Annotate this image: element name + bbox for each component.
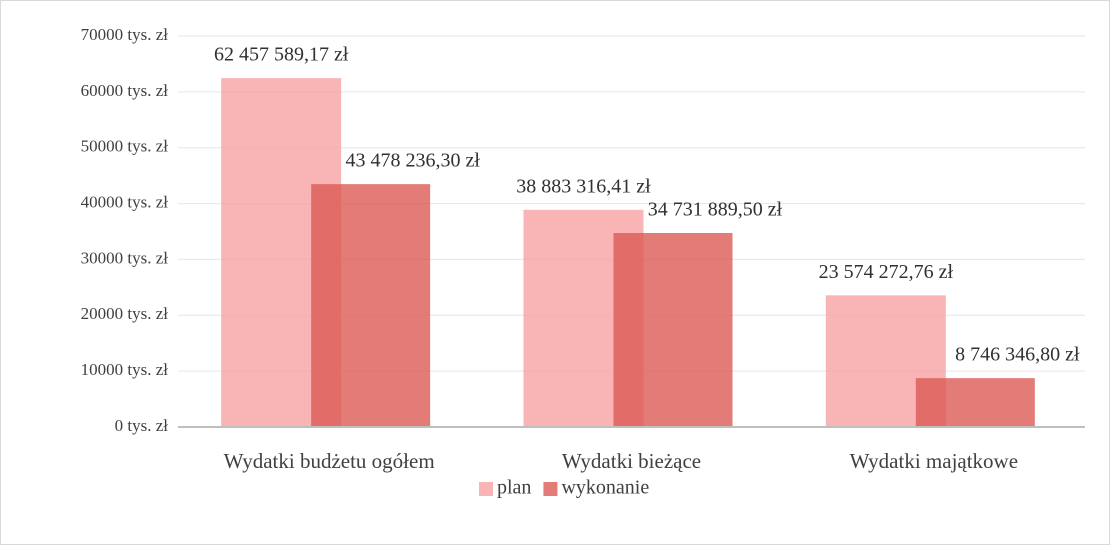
bar bbox=[613, 232, 733, 427]
legend-swatch bbox=[479, 482, 493, 496]
value-label: 23 574 272,76 zł bbox=[819, 261, 954, 283]
value-label: 43 478 236,30 zł bbox=[345, 150, 480, 172]
value-label: 62 457 589,17 zł bbox=[214, 44, 349, 66]
x-tick-label: Wydatki budżetu ogółem bbox=[224, 449, 435, 473]
x-tick-label: Wydatki bieżące bbox=[562, 449, 701, 473]
y-tick-label: 10000 tys. zł bbox=[81, 360, 169, 379]
bar bbox=[915, 378, 1035, 427]
legend-label: wykonanie bbox=[561, 477, 649, 499]
legend-label: plan bbox=[497, 477, 531, 499]
y-tick-label: 40000 tys. zł bbox=[81, 192, 169, 211]
y-tick-label: 30000 tys. zł bbox=[81, 248, 169, 267]
value-label: 8 746 346,80 zł bbox=[955, 344, 1080, 366]
x-tick-label: Wydatki majątkowe bbox=[850, 449, 1018, 473]
legend-swatch bbox=[543, 482, 558, 496]
value-label: 38 883 316,41 zł bbox=[516, 175, 651, 197]
y-tick-label: 50000 tys. zł bbox=[81, 137, 169, 156]
y-tick-label: 60000 tys. zł bbox=[81, 81, 169, 100]
y-tick-label: 20000 tys. zł bbox=[81, 304, 169, 323]
value-label: 34 731 889,50 zł bbox=[648, 199, 783, 221]
bar bbox=[311, 184, 431, 427]
y-tick-label: 0 tys. zł bbox=[115, 416, 169, 435]
y-tick-label: 70000 tys. zł bbox=[81, 25, 169, 44]
